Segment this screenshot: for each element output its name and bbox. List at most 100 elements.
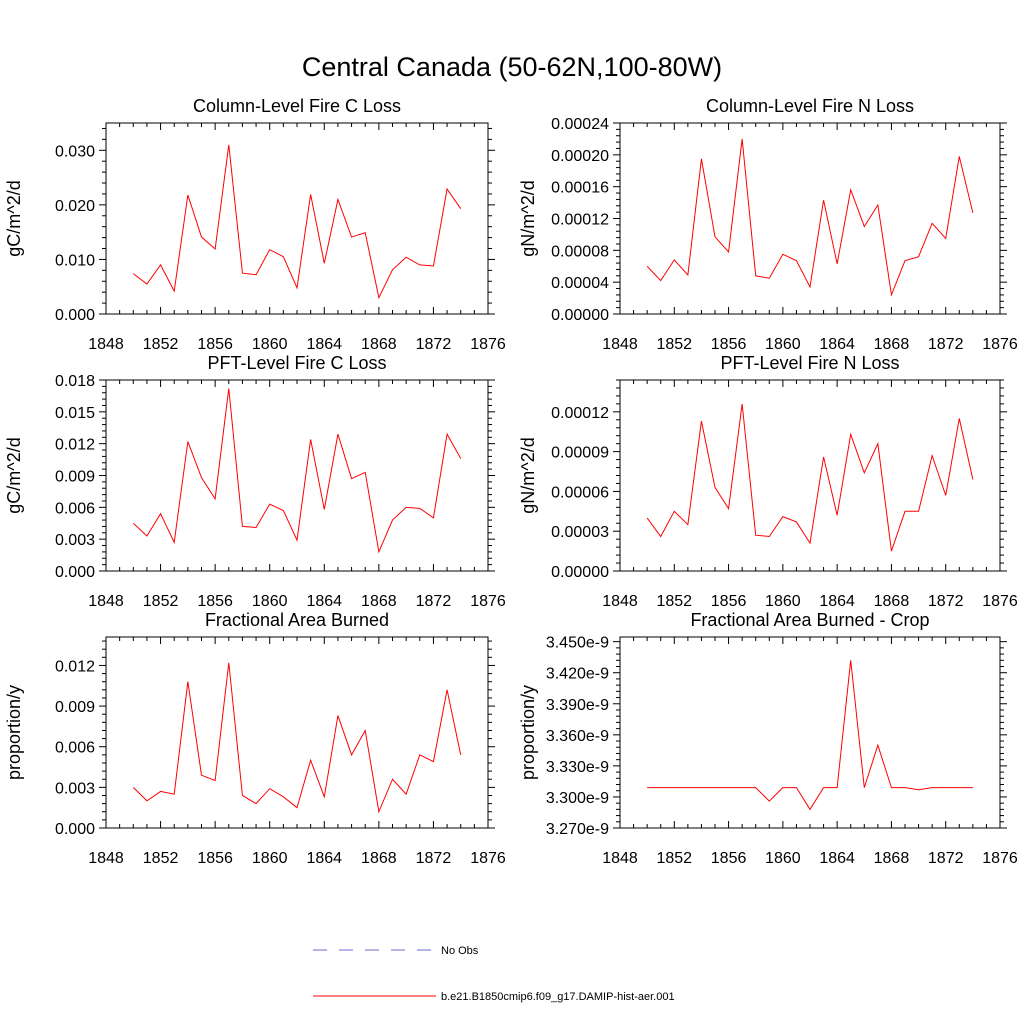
x-tick-label: 1864 — [819, 850, 855, 867]
y-tick-label: 0.030 — [55, 143, 95, 160]
x-tick-label: 1856 — [711, 593, 747, 610]
legend-obs-label: No Obs — [441, 945, 479, 957]
y-tick-label: 3.300e-9 — [546, 790, 609, 807]
y-tick-label: 0.00020 — [551, 148, 609, 165]
y-tick-label: 0.00004 — [551, 275, 609, 292]
y-axis-label: proportion/y — [518, 685, 538, 780]
y-tick-label: 0.00000 — [551, 307, 609, 324]
x-tick-label: 1872 — [928, 850, 964, 867]
y-tick-label: 0.00009 — [551, 445, 609, 462]
x-tick-label: 1864 — [306, 336, 342, 353]
x-tick-label: 1868 — [874, 850, 910, 867]
y-tick-label: 0.012 — [55, 437, 95, 454]
x-tick-label: 1860 — [252, 850, 288, 867]
x-tick-label: 1876 — [982, 336, 1018, 353]
panel-title: Column-Level Fire N Loss — [706, 96, 914, 116]
x-tick-label: 1860 — [765, 336, 801, 353]
x-tick-label: 1860 — [765, 850, 801, 867]
y-axis-label: gN/m^2/d — [518, 180, 538, 256]
y-tick-label: 3.420e-9 — [546, 666, 609, 683]
chart-panel-5: Fractional Area Burned proportion/y 1848 18… — [4, 610, 506, 867]
plot-frame — [619, 636, 1001, 829]
panel-title: Fractional Area Burned — [205, 610, 389, 630]
chart-panels: Column-Level Fire C Loss gC/m^2/d 1848 1852… — [4, 96, 1018, 867]
y-tick-label: 0.00024 — [551, 116, 609, 133]
y-axis-label: gC/m^2/d — [4, 180, 24, 256]
x-tick-label: 1860 — [252, 336, 288, 353]
x-tick-label: 1848 — [88, 336, 124, 353]
x-tick-label: 1852 — [656, 593, 692, 610]
y-tick-label: 0.020 — [55, 198, 95, 215]
y-tick-label: 0.00012 — [551, 405, 609, 422]
x-tick-label: 1848 — [88, 850, 124, 867]
x-tick-label: 1868 — [874, 336, 910, 353]
y-tick-label: 0.006 — [55, 500, 95, 517]
x-tick-label: 1848 — [602, 336, 638, 353]
x-tick-label: 1856 — [711, 850, 747, 867]
y-tick-label: 0.009 — [55, 699, 95, 716]
chart-panel-2: Column-Level Fire N Loss gN/m^2/d 1848 1852… — [518, 96, 1018, 353]
x-tick-label: 1868 — [361, 593, 397, 610]
y-axis-label: gC/m^2/d — [4, 437, 24, 513]
y-axis-label: proportion/y — [4, 685, 24, 780]
x-tick-label: 1852 — [143, 850, 179, 867]
series-line — [132, 662, 462, 814]
x-tick-label: 1876 — [982, 850, 1018, 867]
plot-frame — [105, 379, 489, 572]
x-tick-label: 1872 — [928, 593, 964, 610]
x-tick-label: 1852 — [656, 336, 692, 353]
y-tick-label: 0.00006 — [551, 484, 609, 501]
panel-title: Column-Level Fire C Loss — [193, 96, 401, 116]
chart-panel-6: Fractional Area Burned - Crop proportion/… — [518, 610, 1018, 867]
y-tick-label: 0.00003 — [551, 524, 609, 541]
series-line — [132, 144, 462, 300]
x-tick-label: 1864 — [306, 593, 342, 610]
y-tick-label: 3.330e-9 — [546, 759, 609, 776]
x-tick-label: 1860 — [252, 593, 288, 610]
y-tick-label: 0.015 — [55, 405, 95, 422]
y-tick-label: 3.390e-9 — [546, 697, 609, 714]
y-tick-label: 0.000 — [55, 564, 95, 581]
legend: No Obs b.e21.B1850cmip6.f09_g17.DAMIP-hi… — [313, 945, 675, 1003]
y-tick-label: 0.009 — [55, 469, 95, 486]
series-line — [132, 388, 462, 554]
y-tick-label: 3.360e-9 — [546, 728, 609, 745]
panel-title: PFT-Level Fire C Loss — [207, 353, 386, 373]
x-tick-label: 1848 — [602, 593, 638, 610]
y-tick-label: 0.00012 — [551, 212, 609, 229]
x-tick-label: 1864 — [306, 850, 342, 867]
y-tick-label: 0.018 — [55, 373, 95, 390]
x-tick-label: 1852 — [143, 336, 179, 353]
x-tick-label: 1848 — [88, 593, 124, 610]
chart-panel-3: PFT-Level Fire C Loss gC/m^2/d 1848 1852 185… — [4, 353, 506, 610]
figure-title: Central Canada (50-62N,100-80W) — [302, 52, 722, 82]
panel-title: PFT-Level Fire N Loss — [720, 353, 899, 373]
x-tick-label: 1852 — [143, 593, 179, 610]
x-tick-label: 1868 — [361, 336, 397, 353]
y-tick-label: 0.012 — [55, 658, 95, 675]
x-tick-label: 1848 — [602, 850, 638, 867]
y-tick-label: 0.00008 — [551, 243, 609, 260]
plot-frame — [105, 636, 489, 829]
x-tick-label: 1872 — [416, 850, 452, 867]
x-tick-label: 1856 — [197, 593, 233, 610]
y-tick-label: 3.270e-9 — [546, 821, 609, 838]
x-tick-label: 1852 — [656, 850, 692, 867]
y-tick-label: 0.00000 — [551, 564, 609, 581]
y-tick-label: 0.000 — [55, 821, 95, 838]
series-line — [646, 138, 974, 297]
x-tick-label: 1876 — [470, 593, 506, 610]
x-tick-label: 1872 — [928, 336, 964, 353]
x-tick-label: 1860 — [765, 593, 801, 610]
y-tick-label: 0.003 — [55, 532, 95, 549]
x-tick-label: 1876 — [470, 336, 506, 353]
panel-title: Fractional Area Burned - Crop — [690, 610, 929, 630]
legend-model-label: b.e21.B1850cmip6.f09_g17.DAMIP-hist-aer.… — [441, 991, 675, 1003]
series-line — [647, 660, 973, 811]
chart-panel-4: PFT-Level Fire N Loss gN/m^2/d 1848 1852 185… — [518, 353, 1018, 610]
x-tick-label: 1872 — [416, 336, 452, 353]
x-tick-label: 1856 — [197, 336, 233, 353]
x-tick-label: 1872 — [416, 593, 452, 610]
y-tick-label: 3.450e-9 — [546, 635, 609, 652]
